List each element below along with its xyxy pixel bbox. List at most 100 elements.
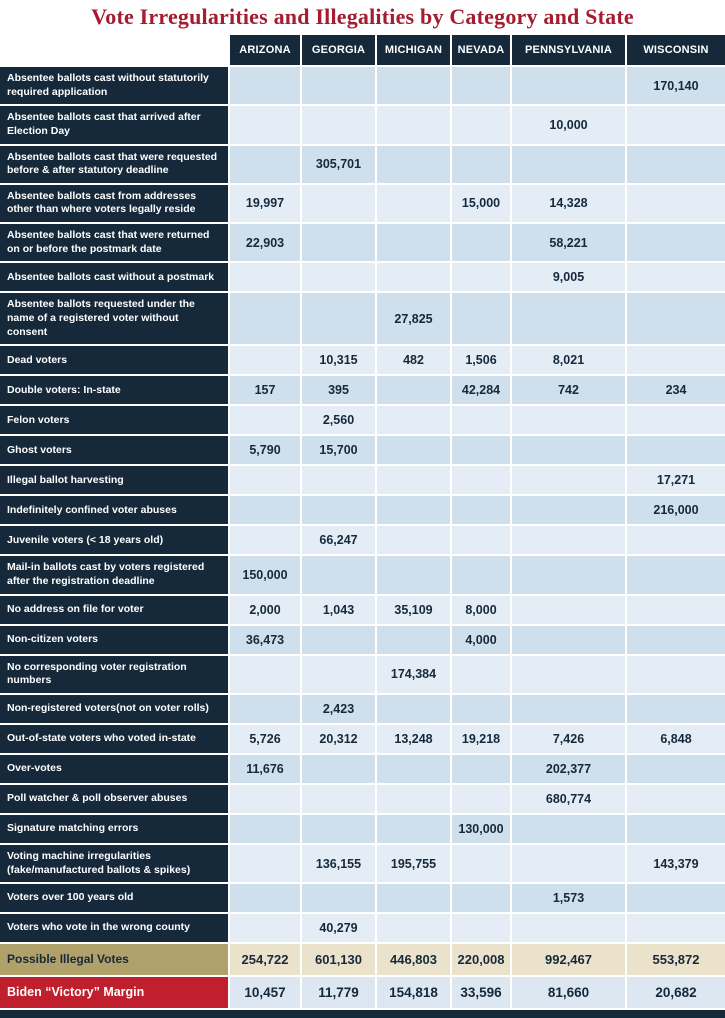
- data-cell: [452, 106, 510, 144]
- row-label: Voting machine irregularities (fake/manu…: [0, 844, 228, 883]
- data-cell: [377, 625, 450, 654]
- data-cell: 8,021: [512, 346, 625, 375]
- row-label: Felon voters: [0, 406, 228, 435]
- data-cell: 4,000: [452, 625, 510, 654]
- data-cell: 202,377: [512, 754, 625, 783]
- row-label: Absentee ballots cast that were returned…: [0, 224, 228, 262]
- data-cell: 36,473: [230, 625, 300, 654]
- data-cell: [452, 694, 510, 723]
- data-cell: 130,000: [452, 814, 510, 843]
- data-cell: 5,726: [230, 724, 300, 753]
- row-label: Voters who vote in the wrong county: [0, 914, 228, 943]
- data-cell: [452, 655, 510, 693]
- row-label: Absentee ballots requested under the nam…: [0, 293, 228, 345]
- row-label: Signature matching errors: [0, 814, 228, 843]
- data-cell: 27,825: [377, 293, 450, 345]
- data-cell: [302, 655, 375, 693]
- data-cell: [230, 466, 300, 495]
- footer-cell: 10,457: [230, 977, 300, 1009]
- data-cell: [230, 694, 300, 723]
- data-cell: [302, 625, 375, 654]
- data-cell: [627, 145, 725, 183]
- data-cell: [512, 595, 625, 624]
- data-cell: [377, 556, 450, 594]
- row-label: Illegal ballot harvesting: [0, 466, 228, 495]
- data-cell: 66,247: [302, 526, 375, 555]
- data-cell: 157: [230, 376, 300, 405]
- data-cell: [302, 184, 375, 223]
- data-cell: [627, 625, 725, 654]
- footer-cell: 20,682: [627, 977, 725, 1009]
- data-cell: [627, 884, 725, 913]
- data-cell: [512, 625, 625, 654]
- data-table: ARIZONA GEORGIA MICHIGAN NEVADA PENNSYLV…: [0, 35, 725, 1009]
- data-cell: [512, 436, 625, 465]
- data-cell: [377, 914, 450, 943]
- footer-label: Biden “Victory” Margin: [0, 977, 228, 1009]
- row-label: No address on file for voter: [0, 595, 228, 624]
- row-label: Absentee ballots cast without a postmark: [0, 263, 228, 292]
- data-cell: 1,506: [452, 346, 510, 375]
- data-cell: [302, 496, 375, 525]
- data-cell: [627, 184, 725, 223]
- data-cell: [302, 466, 375, 495]
- data-cell: [302, 884, 375, 913]
- row-label: Absentee ballots cast that arrived after…: [0, 106, 228, 144]
- column-header-michigan: MICHIGAN: [377, 35, 450, 65]
- data-cell: 482: [377, 346, 450, 375]
- data-cell: [452, 224, 510, 262]
- table-corner: [0, 35, 228, 65]
- data-cell: [512, 67, 625, 105]
- row-label: Indefinitely confined voter abuses: [0, 496, 228, 525]
- data-cell: 305,701: [302, 145, 375, 183]
- data-cell: [377, 376, 450, 405]
- data-cell: [230, 496, 300, 525]
- data-cell: [302, 556, 375, 594]
- data-cell: [512, 526, 625, 555]
- footer-cell: 11,779: [302, 977, 375, 1009]
- data-cell: [230, 106, 300, 144]
- data-cell: [627, 914, 725, 943]
- row-label: No corresponding voter registration numb…: [0, 655, 228, 693]
- row-label: Over-votes: [0, 754, 228, 783]
- data-cell: 1,043: [302, 595, 375, 624]
- data-cell: 195,755: [377, 844, 450, 883]
- data-cell: [627, 655, 725, 693]
- data-cell: 10,315: [302, 346, 375, 375]
- data-cell: 2,423: [302, 694, 375, 723]
- data-cell: 7,426: [512, 724, 625, 753]
- row-label: Absentee ballots cast that were requeste…: [0, 145, 228, 183]
- data-cell: 742: [512, 376, 625, 405]
- data-cell: [377, 145, 450, 183]
- data-cell: [302, 814, 375, 843]
- data-cell: [377, 184, 450, 223]
- data-cell: [302, 754, 375, 783]
- data-cell: [627, 694, 725, 723]
- data-cell: [452, 914, 510, 943]
- data-cell: [512, 694, 625, 723]
- data-cell: [230, 844, 300, 883]
- data-cell: 2,000: [230, 595, 300, 624]
- data-cell: [230, 655, 300, 693]
- data-cell: [302, 106, 375, 144]
- data-cell: [452, 556, 510, 594]
- data-cell: [377, 884, 450, 913]
- data-cell: [452, 844, 510, 883]
- data-cell: [377, 694, 450, 723]
- data-cell: [377, 263, 450, 292]
- data-cell: [302, 263, 375, 292]
- data-cell: 42,284: [452, 376, 510, 405]
- data-cell: [627, 346, 725, 375]
- data-cell: 9,005: [512, 263, 625, 292]
- row-label: Voters over 100 years old: [0, 884, 228, 913]
- data-cell: 6,848: [627, 724, 725, 753]
- data-cell: [512, 655, 625, 693]
- data-cell: 58,221: [512, 224, 625, 262]
- data-cell: [512, 556, 625, 594]
- data-cell: [302, 293, 375, 345]
- data-cell: [377, 784, 450, 813]
- data-cell: [302, 67, 375, 105]
- data-cell: [302, 224, 375, 262]
- data-cell: 11,676: [230, 754, 300, 783]
- column-header-pennsylvania: PENNSYLVANIA: [512, 35, 625, 65]
